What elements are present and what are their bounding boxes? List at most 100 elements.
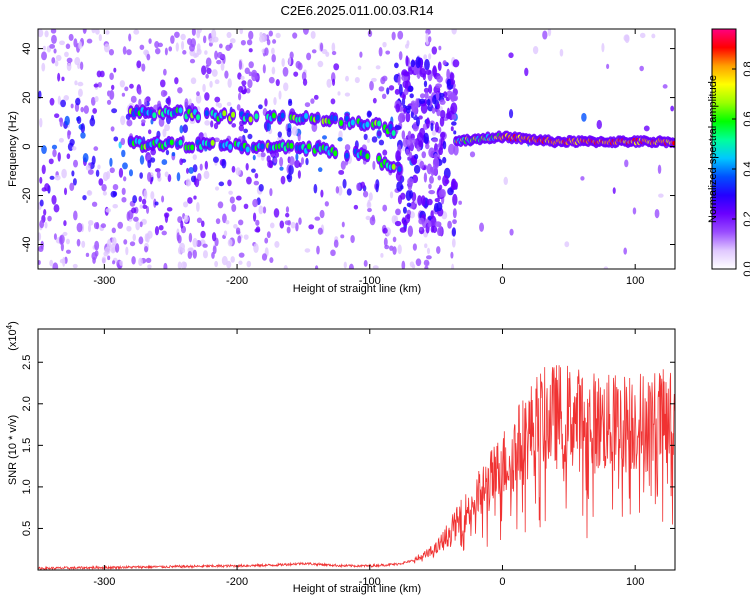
spectrogram-noise-cell (310, 30, 316, 39)
spectrogram-noise-cell (415, 98, 420, 109)
spectrogram-noise-cell (378, 86, 385, 92)
spectrogram-noise-cell (111, 237, 117, 246)
spectrogram-noise-cell (452, 59, 460, 68)
spectrogram-noise-cell (72, 178, 77, 186)
spectrogram-noise-cell (109, 89, 115, 100)
spectrogram-noise-cell (196, 91, 200, 97)
spectrogram-noise-cell (163, 262, 168, 269)
spectrogram-noise-cell (218, 43, 223, 49)
spectrogram-noise-cell (290, 221, 296, 229)
spectrogram-noise-cell (143, 189, 148, 200)
spectrogram-noise-cell (311, 49, 317, 54)
spectrogram-noise-cell (409, 138, 416, 144)
spectrogram-noise-cell (49, 97, 55, 106)
spectrogram-noise-cell (418, 98, 426, 105)
spectrogram-noise-cell (446, 78, 451, 86)
spectrogram-noise-cell (420, 103, 428, 114)
spectrogram-noise-cell (62, 231, 68, 236)
spectrogram-noise-cell (423, 259, 430, 267)
snr-panel: -300 -200 -100 0 100 0.5 1.0 1.5 2.0 2.5 Height … (5, 321, 676, 595)
spectrogram-noise-cell (378, 46, 383, 57)
spectrogram-noise-cell (112, 191, 118, 197)
spectrogram-noise-cell (255, 219, 260, 226)
spectrogram-noise-cell (332, 78, 336, 86)
spectrogram-noise-cell (453, 130, 457, 135)
spectrogram-noise-cell (426, 117, 430, 129)
spectrogram-noise-cell (53, 48, 57, 54)
spectrogram-noise-cell (360, 181, 366, 189)
spectrogram-noise-cell (559, 48, 564, 57)
spectrogram-noise-cell (406, 202, 412, 208)
spectrogram-noise-cell (542, 30, 548, 40)
spectrogram-noise-cell (164, 213, 169, 223)
spectrogram-noise-cell (394, 62, 399, 69)
spectrogram-noise-cell (129, 83, 134, 89)
spectrogram-noise-cell (95, 29, 100, 35)
spectrogram-noise-cell (479, 222, 485, 232)
spectrogram-noise-cell (64, 51, 69, 58)
spectrogram-noise-cell (154, 226, 160, 236)
spectrogram-x-tick-label: -200 (226, 275, 248, 287)
spectrogram-noise-cell (235, 195, 242, 201)
spectrogram-noise-cell (109, 167, 115, 174)
spectrogram-noise-cell (240, 39, 246, 46)
spectrogram-noise-cell (157, 42, 163, 48)
spectrogram-noise-cell (65, 249, 71, 254)
spectrogram-noise-cell (61, 168, 67, 179)
spectrogram-noise-cell (126, 119, 133, 127)
spectrogram-noise-cell (179, 158, 184, 166)
spectrogram-noise-cell (283, 265, 288, 269)
spectrogram-noise-cell (438, 225, 443, 237)
spectrogram-noise-cell (375, 183, 379, 193)
spectrogram-noise-cell (119, 80, 126, 88)
spectrogram-noise-cell (292, 32, 298, 39)
spectrogram-noise-cell (418, 217, 425, 225)
spectrogram-noise-cell (266, 231, 271, 239)
spectrogram-noise-cell (59, 235, 63, 245)
spectrogram-noise-cell (437, 175, 442, 181)
spectrogram-noise-cell (408, 151, 413, 159)
spectrogram-noise-cell (407, 225, 414, 237)
spectrogram-noise-cell (314, 216, 321, 221)
spectrogram-noise-cell (39, 117, 43, 128)
spectrogram-noise-cell (161, 230, 167, 236)
spectrogram-noise-cell (246, 87, 251, 94)
spectrogram-band-cell (169, 139, 174, 146)
spectrogram-noise-cell (402, 71, 410, 77)
spectrogram-noise-cell (75, 97, 81, 106)
spectrogram-noise-cell (58, 137, 64, 143)
spectrogram-noise-cell (214, 79, 220, 85)
spectrogram-noise-cell (233, 224, 238, 229)
spectrogram-noise-cell (271, 66, 276, 75)
spectrogram-noise-cell (139, 44, 145, 50)
spectrogram-noise-cell (434, 198, 440, 203)
spectrogram-noise-cell (410, 59, 416, 68)
spectrogram-noise-cell (363, 260, 368, 267)
spectrogram-noise-cell (384, 244, 390, 250)
spectrogram-noise-cell (226, 101, 232, 107)
spectrogram-noise-cell (111, 227, 116, 234)
spectrogram-y-tick-label: -20 (21, 188, 33, 204)
spectrogram-noise-cell (164, 171, 169, 178)
spectrogram-noise-cell (419, 93, 426, 99)
spectrogram-noise-cell (368, 192, 373, 201)
spectrogram-noise-cell (122, 46, 127, 55)
spectrogram-noise-cell (203, 170, 210, 180)
spectrogram-noise-cell (70, 103, 74, 109)
spectrogram-noise-cell (268, 30, 273, 37)
spectrogram-noise-cell (375, 65, 381, 70)
spectrogram-noise-cell (54, 174, 61, 181)
spectrogram-noise-cell (451, 29, 457, 35)
spectrogram-noise-cell (160, 79, 166, 88)
spectrogram-noise-cell (57, 152, 61, 162)
spectrogram-noise-cell (431, 46, 438, 55)
spectrogram-band-cell (222, 110, 227, 117)
spectrogram-noise-cell (413, 153, 419, 160)
spectrogram-noise-cell (285, 206, 290, 213)
spectrogram-noise-cell (213, 122, 219, 130)
spectrogram-noise-cell (295, 153, 299, 161)
spectrogram-noise-cell (228, 190, 233, 195)
spectrogram-noise-cell (226, 260, 232, 269)
spectrogram-noise-cell (395, 208, 401, 216)
spectrogram-noise-cell (187, 38, 192, 46)
